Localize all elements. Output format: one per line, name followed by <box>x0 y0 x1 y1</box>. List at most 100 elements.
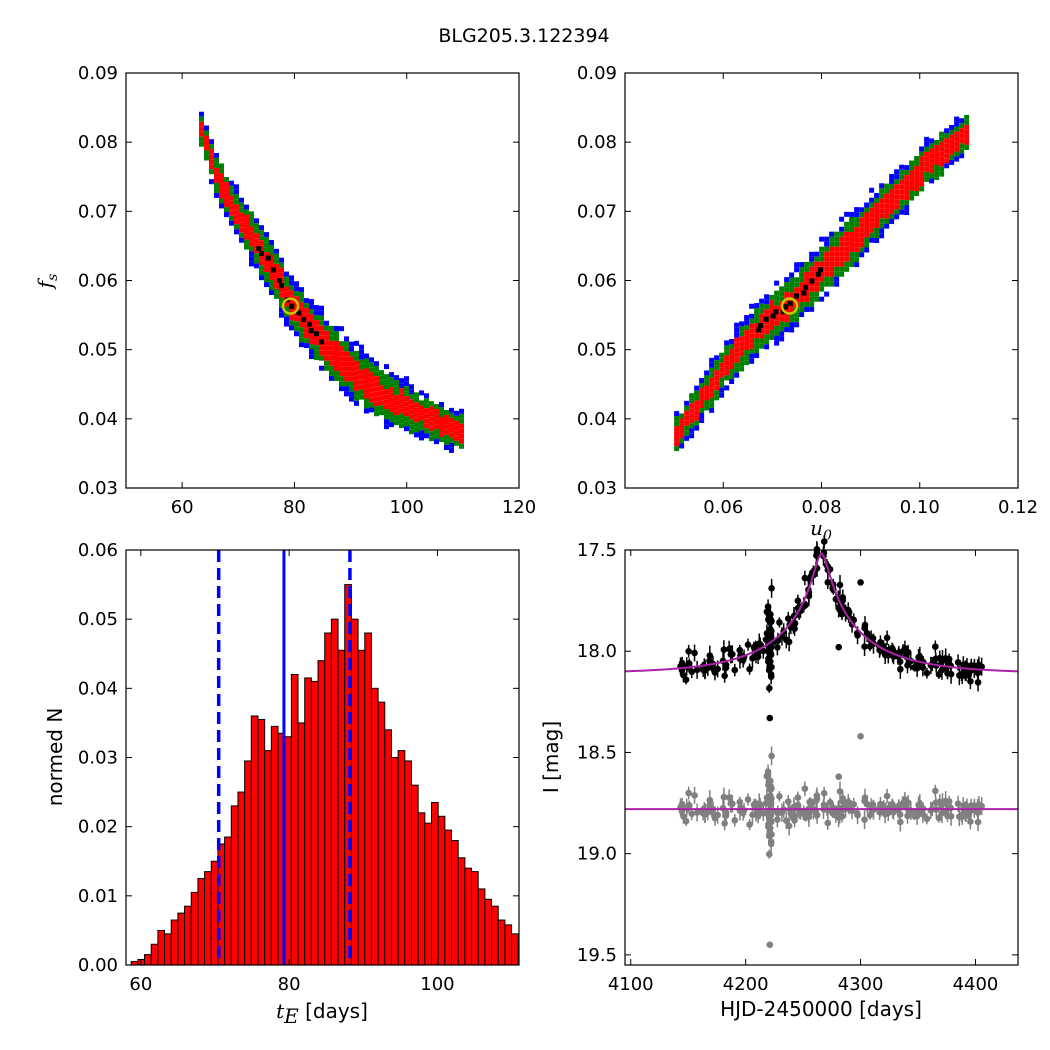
histogram-bar <box>390 757 399 966</box>
residual-point <box>766 941 774 949</box>
panel-u0-fs-cell <box>759 333 765 339</box>
panel-u0-fs-cell <box>844 221 850 227</box>
panel-te-fs-cell <box>373 386 379 392</box>
panel-u0-fs-cell <box>689 418 695 424</box>
panel-te-fs-cell <box>448 437 454 443</box>
panel-u0-fs-cell <box>724 375 730 381</box>
panel-u0-fs-cell <box>889 218 895 224</box>
panel-te-fs-cell <box>353 400 359 406</box>
panel-u0-fs-cell <box>934 140 940 146</box>
panel-te-fs-xtick-label: 80 <box>283 497 306 518</box>
panel-u0-fs-cell <box>834 276 840 282</box>
histogram-bar <box>250 715 259 966</box>
lightcurve-point <box>756 641 764 648</box>
panel-u0-fs-best-cell <box>783 304 789 310</box>
panel-te-histogram-ytick-label: 0.04 <box>78 678 118 699</box>
residual-point <box>693 809 701 816</box>
panel-u0-fs-cell <box>814 276 820 282</box>
panel-u0-fs-cell <box>949 129 955 135</box>
panel-u0-fs-cell <box>879 183 885 189</box>
panel-u0-fs-cell <box>884 198 890 204</box>
panel-u0-fs-cell <box>694 390 700 396</box>
panel-te-fs-cell <box>208 149 214 155</box>
panel-te-fs-cell <box>448 407 454 413</box>
panel-u0-fs-cell <box>834 241 840 247</box>
histogram-bar <box>170 919 179 966</box>
histogram-bar <box>350 618 359 966</box>
panel-u0-fs-ytick-label: 0.03 <box>577 478 617 499</box>
panel-u0-fs-cell <box>949 149 955 155</box>
lightcurve-point <box>835 643 843 651</box>
panel-te-fs-cell <box>223 192 229 198</box>
panel-u0-fs-cell <box>894 174 900 180</box>
panel-u0-fs-cell <box>764 304 770 310</box>
panel-u0-fs-cell <box>829 281 835 287</box>
residual-point <box>853 810 861 817</box>
panel-te-fs-cell <box>433 424 439 430</box>
panel-u0-fs-cell <box>794 282 800 288</box>
panel-u0-fs-cell <box>754 348 760 354</box>
lightcurve-point <box>857 579 864 586</box>
panel-u0-fs-cell <box>909 160 915 166</box>
panel-u0-fs-cell <box>784 307 790 313</box>
panel-te-fs-cell <box>413 422 419 428</box>
panel-u0-fs-cell <box>699 418 705 424</box>
panel-u0-fs-cell <box>769 329 775 335</box>
panel-u0-fs-cell <box>859 232 865 238</box>
panel-te-fs-cell <box>408 389 414 395</box>
panel-u0-fs-cell <box>734 342 740 348</box>
panel-u0-fs-cell <box>719 357 725 363</box>
panel-te-fs-cell <box>263 272 269 278</box>
panel-te-fs-cell <box>358 379 364 385</box>
panel-te-fs-cell <box>368 407 374 413</box>
panel-u0-fs-cell <box>754 318 760 324</box>
residual-point <box>704 809 712 816</box>
panel-u0-fs-cell <box>689 408 695 414</box>
panel-u0-fs-cell <box>674 421 680 427</box>
panel-u0-fs-cell <box>829 236 835 242</box>
panel-te-fs-cell <box>348 366 354 372</box>
panel-u0-fs-cell <box>724 360 730 366</box>
panel-u0-fs-cell <box>744 325 750 331</box>
panel-u0-fs-cell <box>904 210 910 216</box>
panel-u0-fs-cell <box>719 387 725 393</box>
histogram-bar <box>224 836 232 966</box>
panel-u0-fs-cell <box>689 393 695 399</box>
panel-u0-fs-cell <box>774 330 780 336</box>
residual-point <box>904 812 911 820</box>
histogram-bar <box>471 871 479 966</box>
panel-te-fs-cell <box>438 412 444 418</box>
panel-te-fs-cell <box>213 192 219 198</box>
panel-u0-fs-cell <box>899 179 905 185</box>
residual-point <box>901 796 909 803</box>
panel-u0-fs-cell <box>719 352 725 358</box>
panel-u0-fs-cell <box>689 403 695 409</box>
panel-te-fs-cell <box>348 396 354 402</box>
panel-u0-fs-cell <box>819 251 825 257</box>
panel-u0-fs-cell <box>729 379 735 385</box>
panel-te-fs-cell <box>323 340 329 346</box>
panel-te-fs-cell <box>398 398 404 404</box>
panel-te-fs-cell <box>308 314 314 320</box>
panel-te-fs-cell <box>283 286 289 292</box>
lightcurve-point <box>884 651 892 659</box>
panel-u0-fs-cell <box>684 425 690 431</box>
panel-te-fs-cell <box>358 354 364 360</box>
panel-te-fs-cell <box>328 340 334 346</box>
panel-te-fs-best-cell <box>270 267 276 273</box>
lightcurve-point <box>744 641 752 649</box>
panel-u0-fs-cell <box>914 180 920 186</box>
panel-te-fs-cell <box>223 212 229 218</box>
histogram-bar <box>197 878 206 966</box>
panel-u0-fs-cell <box>839 236 845 242</box>
panel-te-fs-cell <box>228 205 234 211</box>
residual-point <box>691 792 698 799</box>
panel-te-fs-cell <box>343 361 349 367</box>
model-curve <box>625 552 1018 673</box>
panel-u0-fs-cell <box>674 431 680 437</box>
panel-te-fs-cell <box>388 377 394 383</box>
panel-u0-fs-cell <box>784 292 790 298</box>
panel-u0-fs-cell <box>709 382 715 388</box>
panel-u0-fs-cell <box>889 198 895 204</box>
panel-te-fs-cell <box>203 150 209 156</box>
